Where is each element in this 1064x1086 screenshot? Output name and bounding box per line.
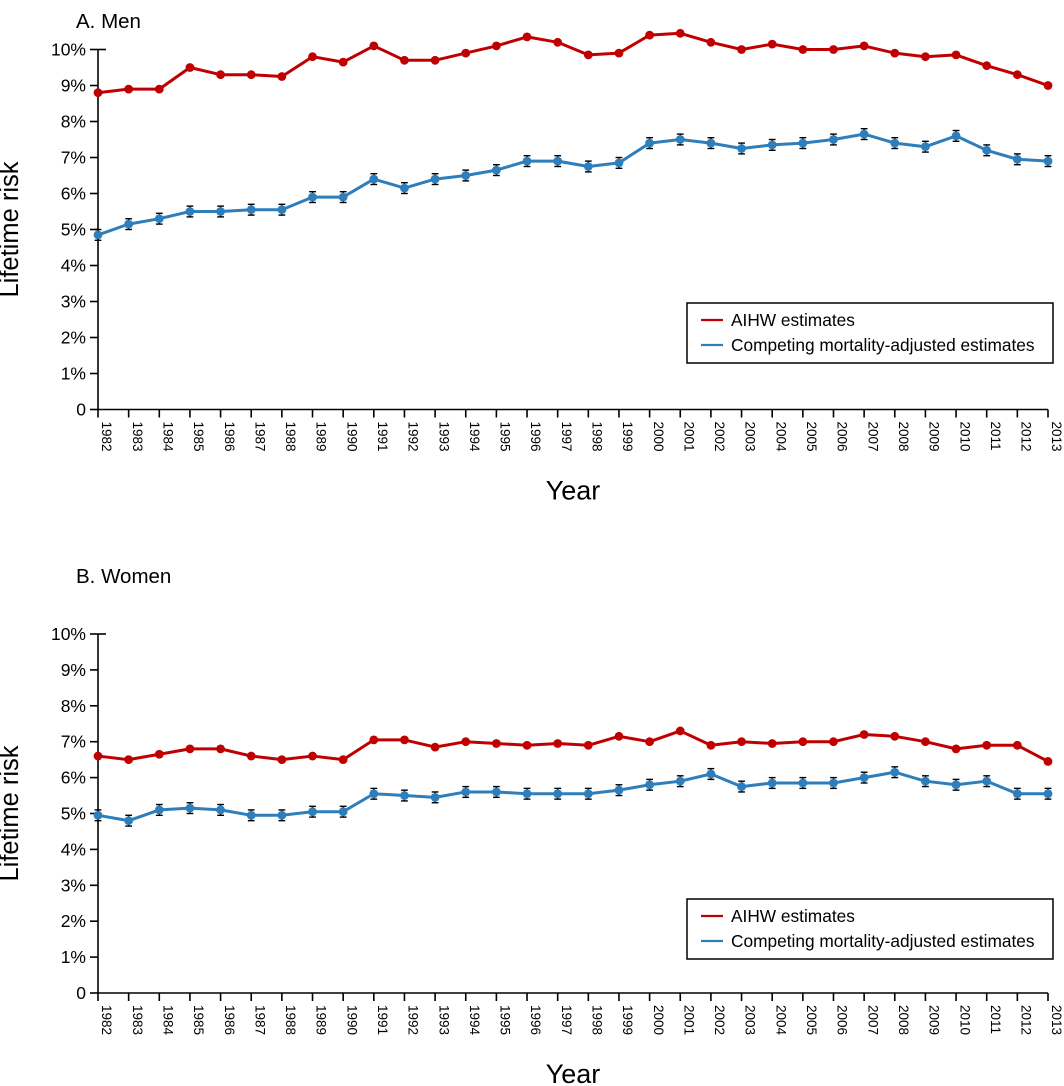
svg-text:9%: 9%	[61, 660, 86, 680]
svg-text:2%: 2%	[61, 911, 86, 931]
svg-text:8%: 8%	[61, 696, 86, 716]
svg-text:2006: 2006	[835, 1005, 850, 1035]
svg-text:2005: 2005	[804, 422, 819, 452]
svg-text:2002: 2002	[712, 422, 727, 452]
svg-text:AIHW estimates: AIHW estimates	[731, 310, 855, 330]
svg-text:B. Women: B. Women	[76, 565, 171, 588]
svg-text:6%: 6%	[61, 184, 86, 204]
svg-text:2009: 2009	[927, 422, 942, 452]
svg-text:1984: 1984	[160, 1005, 175, 1036]
svg-text:1997: 1997	[559, 1005, 574, 1035]
svg-text:1987: 1987	[252, 1005, 267, 1035]
svg-text:1999: 1999	[620, 1005, 635, 1035]
svg-text:2003: 2003	[743, 1005, 758, 1035]
svg-text:1994: 1994	[467, 422, 482, 453]
svg-text:1995: 1995	[498, 1005, 513, 1035]
svg-text:2001: 2001	[681, 1005, 696, 1035]
svg-text:2%: 2%	[61, 328, 86, 348]
svg-text:1%: 1%	[61, 947, 86, 967]
svg-text:2010: 2010	[957, 1005, 972, 1035]
svg-text:1988: 1988	[283, 1005, 298, 1035]
svg-text:2011: 2011	[988, 422, 1003, 451]
svg-text:1992: 1992	[406, 1005, 421, 1035]
svg-text:2013: 2013	[1049, 422, 1064, 452]
svg-text:1%: 1%	[61, 364, 86, 384]
svg-text:2012: 2012	[1019, 1005, 1034, 1035]
svg-text:1994: 1994	[467, 1005, 482, 1036]
svg-text:1984: 1984	[160, 422, 175, 453]
svg-text:9%: 9%	[61, 76, 86, 96]
svg-text:3%: 3%	[61, 875, 86, 895]
svg-text:Year: Year	[546, 1059, 601, 1086]
svg-text:Year: Year	[546, 476, 601, 506]
svg-text:Lifetime risk: Lifetime risk	[0, 161, 24, 297]
svg-text:2007: 2007	[865, 1005, 880, 1035]
svg-text:4%: 4%	[61, 256, 86, 276]
svg-text:5%: 5%	[61, 220, 86, 240]
svg-text:1982: 1982	[99, 422, 114, 452]
svg-text:1997: 1997	[559, 422, 574, 452]
svg-text:1987: 1987	[252, 422, 267, 452]
svg-text:2001: 2001	[681, 422, 696, 452]
svg-text:1998: 1998	[590, 1005, 605, 1035]
svg-text:1991: 1991	[375, 1005, 390, 1035]
svg-text:0: 0	[76, 400, 86, 420]
svg-text:4%: 4%	[61, 839, 86, 859]
svg-text:2007: 2007	[865, 422, 880, 452]
svg-text:2008: 2008	[896, 422, 911, 452]
svg-text:2010: 2010	[957, 422, 972, 452]
svg-text:1996: 1996	[528, 422, 543, 452]
svg-text:0: 0	[76, 983, 86, 1003]
svg-text:1991: 1991	[375, 422, 390, 452]
svg-text:1983: 1983	[130, 422, 145, 452]
svg-text:1998: 1998	[590, 422, 605, 452]
svg-text:1993: 1993	[436, 1005, 451, 1035]
svg-text:2005: 2005	[804, 1005, 819, 1035]
svg-text:2012: 2012	[1019, 422, 1034, 452]
svg-text:2000: 2000	[651, 422, 666, 452]
svg-text:1992: 1992	[406, 422, 421, 452]
svg-text:2009: 2009	[927, 1005, 942, 1035]
svg-text:1988: 1988	[283, 422, 298, 452]
svg-text:1990: 1990	[344, 422, 359, 452]
svg-text:7%: 7%	[61, 732, 86, 752]
svg-text:Lifetime risk: Lifetime risk	[0, 745, 24, 881]
svg-text:1995: 1995	[498, 422, 513, 452]
svg-text:Competing mortality-adjusted e: Competing mortality-adjusted estimates	[731, 931, 1035, 951]
svg-text:7%: 7%	[61, 148, 86, 168]
svg-text:2013: 2013	[1049, 1005, 1064, 1035]
svg-text:5%: 5%	[61, 804, 86, 824]
svg-text:2004: 2004	[773, 1005, 788, 1036]
svg-text:2002: 2002	[712, 1005, 727, 1035]
svg-text:1999: 1999	[620, 422, 635, 452]
svg-text:1985: 1985	[191, 422, 206, 452]
svg-text:2003: 2003	[743, 422, 758, 452]
svg-text:1996: 1996	[528, 1005, 543, 1035]
svg-text:1986: 1986	[222, 422, 237, 452]
svg-text:1983: 1983	[130, 1005, 145, 1035]
svg-text:10%: 10%	[51, 624, 86, 644]
svg-text:10%: 10%	[51, 40, 86, 60]
svg-text:1989: 1989	[314, 1005, 329, 1035]
svg-text:6%: 6%	[61, 768, 86, 788]
svg-text:3%: 3%	[61, 292, 86, 312]
svg-text:A. Men: A. Men	[76, 10, 141, 33]
svg-text:1985: 1985	[191, 1005, 206, 1035]
svg-text:2006: 2006	[835, 422, 850, 452]
svg-text:AIHW estimates: AIHW estimates	[731, 906, 855, 926]
svg-text:1986: 1986	[222, 1005, 237, 1035]
svg-text:1989: 1989	[314, 422, 329, 452]
svg-text:2011: 2011	[988, 1005, 1003, 1034]
svg-text:1993: 1993	[436, 422, 451, 452]
svg-text:2004: 2004	[773, 422, 788, 453]
svg-text:1990: 1990	[344, 1005, 359, 1035]
svg-text:8%: 8%	[61, 112, 86, 132]
svg-text:1982: 1982	[99, 1005, 114, 1035]
svg-text:Competing mortality-adjusted e: Competing mortality-adjusted estimates	[731, 335, 1035, 355]
svg-text:2000: 2000	[651, 1005, 666, 1035]
svg-text:2008: 2008	[896, 1005, 911, 1035]
